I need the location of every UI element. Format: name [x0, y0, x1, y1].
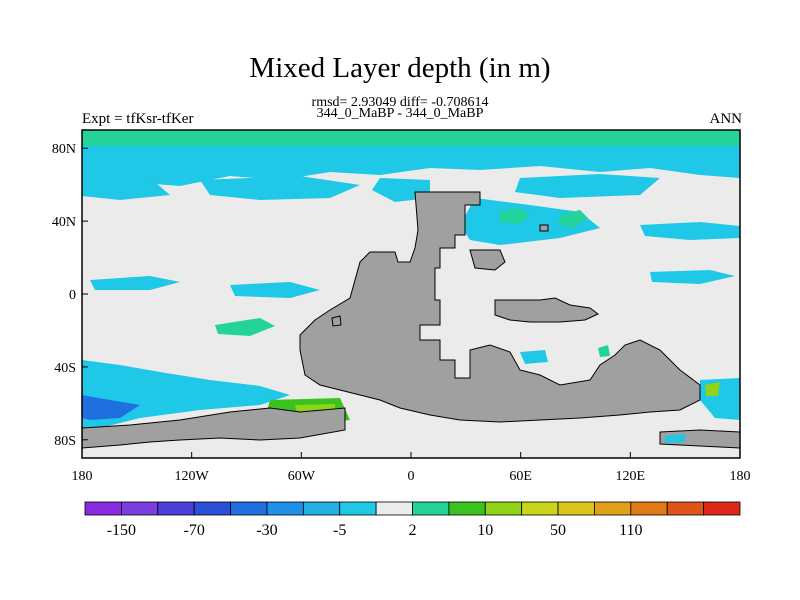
axis-ticks: 180 120W 60W 0 60E 120E 180 80N 40N 0 40S 80S — [52, 142, 751, 484]
land-mass-island-2 — [539, 224, 549, 232]
colorbar-box — [193, 501, 231, 516]
east-pacific-negative — [650, 270, 735, 284]
colorbar-box — [448, 501, 486, 516]
colorbar-label: -70 — [184, 522, 205, 539]
land-mass-small-island — [331, 315, 342, 327]
season-label: ANN — [709, 111, 743, 127]
pacific-north-negative — [640, 222, 740, 240]
y-tick-label: 0 — [69, 288, 76, 303]
colorbar-box — [594, 501, 632, 516]
x-tick-label: 0 — [408, 469, 415, 484]
chart-title: Mixed Layer depth (in m) — [249, 52, 551, 84]
east-asia-negative — [460, 198, 600, 245]
x-tick-label: 120E — [616, 469, 646, 484]
eq-pacific-negative — [90, 276, 180, 290]
map-field — [82, 130, 740, 458]
y-tick-label: 80N — [52, 142, 76, 157]
colorbar-label: 50 — [550, 522, 566, 539]
colorbar-labels: -150 -70 -30 -5 2 10 50 110 — [107, 522, 643, 539]
indian-positive — [598, 345, 610, 357]
x-tick-label: 60E — [509, 469, 532, 484]
arctic-positive-band — [82, 130, 740, 146]
colorbar-box — [375, 501, 413, 516]
colorbar-box — [412, 501, 450, 516]
x-tick-label: 180 — [72, 469, 93, 484]
southern-deep-negative — [82, 395, 140, 420]
colorbar-box — [703, 501, 741, 516]
colorbar-box — [157, 501, 195, 516]
colorbar-box — [666, 501, 705, 516]
experiment-label: Expt = tfKsr-tfKer — [82, 111, 194, 127]
north-negative-band-2 — [200, 176, 360, 200]
east-asia-positive-2 — [558, 210, 588, 228]
colorbar-boxes — [84, 501, 741, 516]
north-pacific-negative — [82, 178, 170, 200]
colorbar-box — [484, 501, 523, 516]
colorbar-box — [266, 501, 304, 516]
x-tick-label: 180 — [730, 469, 751, 484]
land-mass-south-cyan — [665, 434, 685, 443]
north-negative-band — [82, 146, 740, 188]
mid-north-negative — [515, 174, 660, 198]
x-tick-label: 120W — [175, 469, 210, 484]
colorbar-box — [521, 501, 559, 516]
colorbar-box — [230, 501, 268, 516]
colorbar-label: 10 — [477, 522, 493, 539]
colorbar-box — [630, 501, 668, 516]
colorbar-box — [339, 501, 377, 516]
eq-pacific-negative-2 — [230, 282, 320, 298]
y-tick-label: 40S — [54, 361, 76, 376]
chart-subtitle-stats: rmsd= 2.93049 diff= -0.708614 — [311, 95, 489, 110]
y-tick-label: 80S — [54, 434, 76, 449]
east-asia-positive — [500, 208, 530, 224]
land-mass-antarctic — [82, 407, 346, 449]
eq-pacific-positive — [215, 318, 275, 336]
colorbar-box — [120, 501, 159, 516]
colorbar-label: -150 — [107, 522, 136, 539]
southern-east-positive — [705, 382, 720, 396]
southern-negative — [82, 360, 290, 428]
colorbar-box — [302, 501, 341, 516]
land-mass-asia-island — [469, 249, 506, 271]
land-mass-east — [299, 191, 701, 423]
colorbar-label: -5 — [333, 522, 346, 539]
indian-negative — [520, 350, 548, 364]
colorbar-box — [84, 501, 122, 516]
land-mass-asia-south — [494, 297, 599, 323]
x-tick-label: 60W — [288, 469, 316, 484]
y-tick-label: 40N — [52, 215, 76, 230]
colorbar-label: 2 — [409, 522, 417, 539]
colorbar-label: -30 — [256, 522, 277, 539]
chart-subtitle-cases: 344_0_MaBP - 344_0_MaBP — [316, 106, 484, 121]
colorbar-label: 110 — [619, 522, 642, 539]
colorbar-box — [557, 501, 595, 516]
